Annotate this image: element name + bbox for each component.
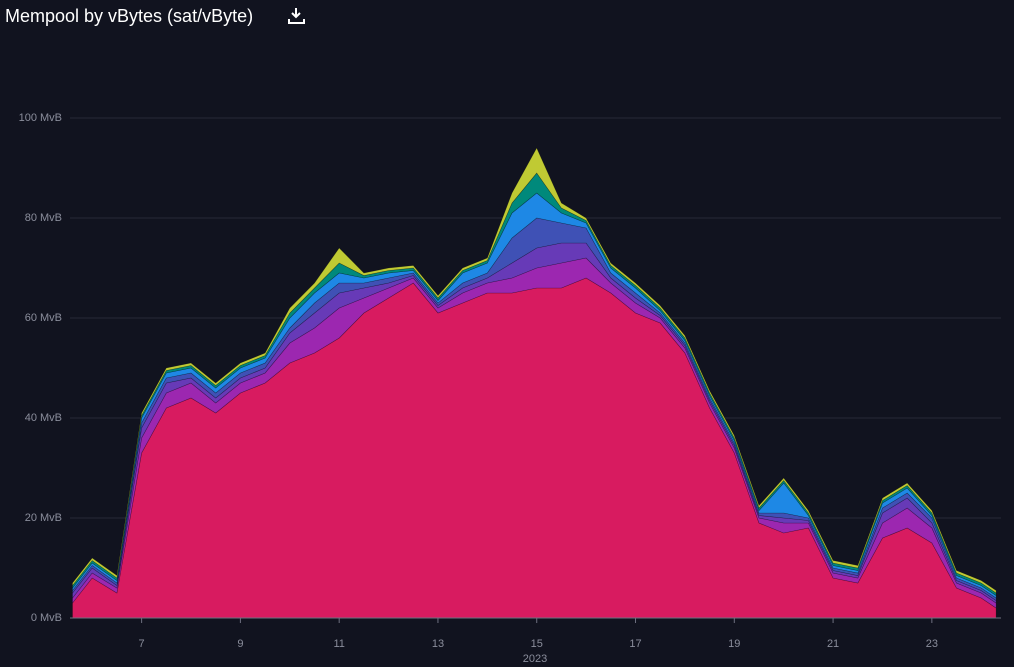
y-tick-label: 20 MvB: [25, 512, 62, 524]
x-tick-label: 15: [531, 638, 543, 650]
x-tick-label: 17: [629, 638, 641, 650]
area: [72, 147, 997, 594]
x-tick-label: 11: [333, 638, 344, 650]
x-tick-label: 23: [926, 638, 938, 650]
chart-title: Mempool by vBytes (sat/vByte): [5, 6, 253, 26]
axes: 0 MvB 20 MvB 40 MvB 60 MvB 80 MvB 100 MvB 7 9 11…: [19, 112, 1001, 650]
x-axis-label: 2023: [523, 653, 547, 665]
x-tick-label: 13: [432, 638, 444, 650]
x-tick-label: 9: [237, 638, 243, 650]
y-tick-label: 80 MvB: [25, 212, 62, 224]
y-tick-label: 40 MvB: [25, 412, 62, 424]
y-tick-label: 100 MvB: [19, 112, 62, 124]
y-tick-label: 60 MvB: [25, 312, 62, 324]
x-tick-label: 7: [139, 638, 145, 650]
download-button[interactable]: [288, 8, 305, 24]
x-tick-label: 19: [728, 638, 740, 650]
x-tick-label: 21: [827, 638, 839, 650]
y-tick-label: 0 MvB: [31, 612, 62, 624]
